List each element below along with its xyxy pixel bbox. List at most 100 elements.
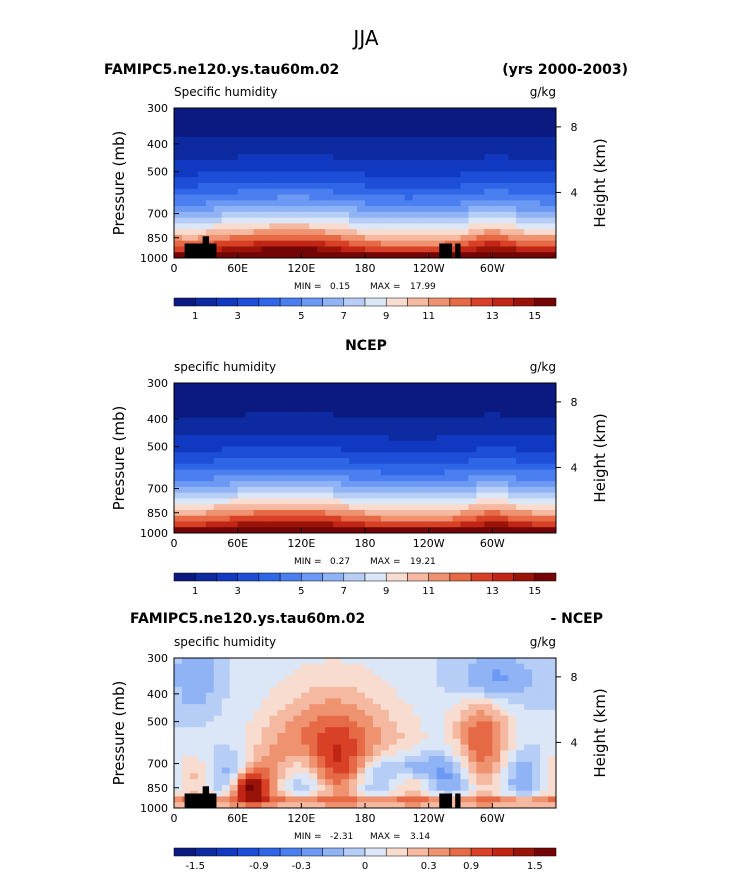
field-cell (412, 154, 422, 161)
field-cell (269, 790, 279, 798)
field-cell (293, 761, 302, 769)
field-cell (181, 229, 191, 236)
field-cell (365, 240, 374, 248)
field-cell (484, 148, 493, 155)
field-cell (540, 738, 549, 746)
field-cell (285, 675, 294, 682)
field-cell (404, 721, 414, 728)
field-cell (365, 715, 374, 723)
field-cell (508, 681, 517, 688)
field-cell (444, 475, 454, 482)
field-cell (548, 658, 556, 665)
field-cell (357, 417, 366, 424)
field-cell (237, 154, 247, 161)
field-cell (253, 515, 263, 523)
field-cell (532, 492, 541, 499)
field-cell (468, 446, 478, 453)
field-cell (484, 229, 493, 236)
field-cell (452, 663, 462, 671)
field-cell (325, 527, 334, 533)
field-cell (396, 663, 406, 671)
field-cell (237, 750, 247, 757)
colorbar-label: 15 (528, 311, 541, 322)
field-cell (484, 234, 493, 242)
field-cell (380, 388, 390, 396)
field-cell (468, 521, 478, 528)
field-cell (508, 492, 517, 499)
field-cell (524, 761, 533, 769)
field-cell (468, 504, 478, 511)
field-cell (293, 790, 302, 798)
field-cell (492, 246, 501, 253)
field-cell (269, 779, 279, 786)
field-cell (325, 744, 334, 751)
field-cell (277, 663, 287, 671)
field-cell (213, 733, 223, 740)
field-cell (476, 475, 485, 482)
field-cell (492, 234, 501, 242)
field-cell (492, 738, 501, 746)
field-cell (317, 681, 326, 688)
field-cell (213, 131, 223, 138)
field-cell (492, 131, 501, 138)
field-cell (372, 154, 382, 161)
field-cell (253, 229, 263, 236)
field-cell (444, 400, 454, 407)
field-cell (468, 452, 478, 459)
field-cell (452, 183, 462, 190)
field-cell (301, 521, 310, 528)
field-cell (341, 188, 350, 196)
field-cell (221, 446, 231, 453)
field-cell (205, 119, 215, 126)
field-cell (277, 498, 287, 505)
field-cell (269, 463, 279, 471)
field-cell (261, 779, 271, 786)
field-cell (404, 784, 414, 792)
field-cell (285, 733, 294, 740)
field-cell (341, 452, 350, 459)
field-cell (221, 206, 231, 213)
field-cell (372, 148, 382, 155)
field-cell (269, 675, 279, 682)
field-cell (532, 692, 541, 699)
panel-3-x-ticks: 0 60E 120E 180 120W 60W (171, 803, 505, 825)
field-cell (309, 521, 318, 528)
field-cell (333, 796, 342, 803)
field-cell (213, 434, 223, 442)
field-cell (508, 686, 517, 694)
field-cell (333, 767, 342, 774)
field-cell (444, 171, 454, 178)
field-cell (388, 108, 398, 115)
field-cell (245, 136, 255, 144)
field-cell (484, 492, 493, 499)
field-cell (540, 681, 549, 688)
field-cell (380, 394, 390, 401)
field-cell (372, 796, 382, 803)
field-cell (341, 509, 350, 517)
field-cell (404, 136, 414, 144)
field-cell (221, 509, 231, 517)
field-cell (492, 400, 501, 407)
field-cell (428, 446, 438, 453)
field-cell (197, 119, 207, 126)
field-cell (174, 154, 183, 161)
field-cell (452, 727, 462, 734)
field-cell (285, 446, 294, 453)
field-cell (484, 406, 493, 413)
field-cell (261, 177, 271, 184)
field-cell (333, 411, 342, 419)
field-cell (174, 756, 183, 763)
field-cell (253, 388, 263, 396)
colorbar-swatch (301, 847, 323, 857)
field-cell (293, 504, 302, 511)
field-cell (396, 675, 406, 682)
field-cell (245, 394, 255, 401)
field-cell (508, 406, 517, 413)
field-cell (428, 721, 438, 728)
field-cell (349, 750, 358, 757)
field-cell (524, 400, 533, 407)
field-cell (245, 527, 255, 533)
field-cell (508, 802, 517, 808)
field-cell (333, 733, 342, 740)
field-cell (444, 509, 454, 517)
